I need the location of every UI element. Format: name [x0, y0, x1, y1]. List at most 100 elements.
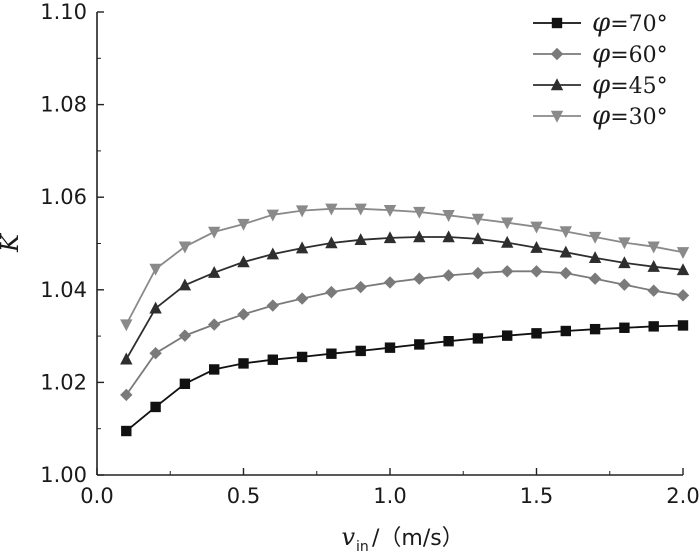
- data-point: [179, 378, 191, 389]
- data-point: [531, 328, 542, 339]
- legend-label: φ=70°: [592, 8, 668, 38]
- data-point: [178, 241, 192, 254]
- data-point: [648, 321, 659, 332]
- x-axis-label-var: v: [341, 523, 355, 551]
- data-point: [325, 203, 338, 216]
- data-point: [501, 217, 514, 230]
- y-tick-label: 1.04: [40, 278, 87, 302]
- data-point: [471, 266, 485, 280]
- legend-marker: [550, 78, 564, 91]
- legend-marker: [551, 17, 563, 29]
- data-point: [502, 330, 513, 341]
- data-point: [266, 299, 279, 312]
- data-point: [238, 358, 249, 369]
- data-point: [237, 255, 250, 268]
- data-point: [267, 354, 278, 365]
- y-tick-label: 1.02: [40, 370, 87, 394]
- data-point: [355, 345, 366, 357]
- legend-item: φ=30°: [533, 101, 668, 131]
- data-point: [647, 259, 660, 272]
- data-point: [178, 329, 192, 342]
- legend-item: φ=45°: [533, 70, 668, 100]
- data-point: [237, 218, 250, 231]
- legend-label: φ=30°: [592, 101, 668, 131]
- data-point: [383, 231, 397, 244]
- data-point: [208, 318, 221, 331]
- series-line: [125, 207, 684, 325]
- data-point: [647, 284, 660, 297]
- data-point: [413, 272, 426, 285]
- data-point: [471, 232, 485, 245]
- legend-symbol: φ: [592, 101, 611, 131]
- legend-symbol: φ: [592, 8, 611, 38]
- data-point: [120, 388, 133, 402]
- legend-symbol: φ: [592, 70, 611, 100]
- data-point: [208, 226, 221, 239]
- data-point: [588, 231, 602, 244]
- data-point: [588, 251, 602, 264]
- data-point: [383, 204, 397, 217]
- y-axis-label: K: [0, 232, 24, 253]
- x-tick-label: 1.5: [520, 484, 553, 508]
- x-axis-label-unit: /（m/s）: [372, 526, 464, 551]
- legend-item: φ=60°: [533, 39, 668, 69]
- series-1: [120, 265, 690, 402]
- data-point: [383, 276, 397, 289]
- data-point: [676, 289, 690, 302]
- data-point: [443, 335, 454, 347]
- data-point: [442, 230, 455, 243]
- legend: φ=70°φ=60°φ=45°φ=30°: [533, 8, 668, 131]
- data-point: [354, 233, 367, 245]
- data-point: [442, 210, 455, 222]
- data-point: [296, 351, 308, 363]
- data-point: [501, 235, 514, 248]
- y-tick-label: 1.06: [40, 185, 87, 209]
- data-point: [326, 348, 337, 359]
- tick-labels: 1.00 1.02 1.04 1.06 1.08 1.10 0.0 0.5 1.0 1.5 2.0: [40, 0, 699, 508]
- legend-value: =45°: [610, 74, 667, 99]
- legend-value: =30°: [610, 105, 667, 130]
- data-point: [120, 352, 133, 365]
- data-point: [618, 256, 631, 269]
- data-point: [295, 292, 309, 305]
- data-point: [618, 237, 631, 250]
- legend-value: =60°: [610, 43, 667, 68]
- data-point: [618, 278, 631, 291]
- series-line: [125, 324, 684, 432]
- series-layer: [120, 203, 690, 437]
- y-tick-label: 1.10: [40, 0, 87, 24]
- data-point: [442, 269, 455, 282]
- data-point: [325, 285, 338, 299]
- x-tick-label: 2.0: [666, 484, 699, 508]
- data-point: [384, 342, 396, 353]
- data-point: [559, 226, 572, 239]
- data-point: [676, 263, 690, 276]
- legend-value: =70°: [610, 12, 667, 37]
- legend-label: φ=60°: [592, 39, 668, 69]
- legend-symbol: φ: [592, 39, 611, 69]
- y-tick-label: 1.00: [40, 463, 87, 487]
- data-point: [209, 364, 220, 375]
- data-point: [325, 236, 338, 249]
- series-3: [120, 203, 690, 332]
- data-point: [208, 265, 221, 278]
- data-point: [266, 209, 279, 222]
- data-point: [121, 425, 132, 437]
- legend-marker: [550, 110, 564, 123]
- data-point: [414, 339, 425, 350]
- data-point: [676, 247, 690, 259]
- data-point: [178, 278, 192, 291]
- data-point: [237, 308, 250, 321]
- data-point: [354, 280, 367, 294]
- data-point: [120, 319, 133, 332]
- data-point: [150, 401, 161, 413]
- data-point: [149, 263, 162, 276]
- data-point: [471, 213, 485, 226]
- data-point: [295, 241, 309, 254]
- data-point: [560, 325, 571, 337]
- series-line: [125, 236, 684, 360]
- data-point: [589, 323, 601, 335]
- x-tick-label: 0.5: [227, 484, 260, 508]
- data-point: [413, 206, 426, 219]
- data-point: [530, 265, 543, 278]
